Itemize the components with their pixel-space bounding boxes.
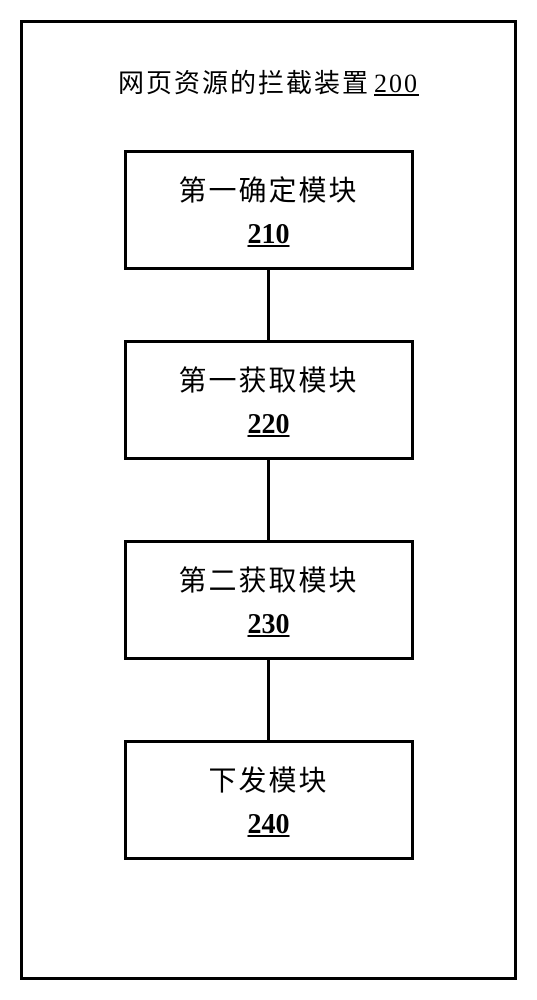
- module-number: 230: [248, 609, 290, 641]
- title-text: 网页资源的拦截装置: [118, 69, 370, 98]
- connector-3: [267, 660, 270, 740]
- module-number: 240: [248, 809, 290, 841]
- module-box-4: 下发模块 240: [124, 740, 414, 860]
- module-number: 210: [248, 219, 290, 251]
- connector-2: [267, 460, 270, 540]
- module-label: 第二获取模块: [178, 559, 358, 599]
- module-box-3: 第二获取模块 230: [124, 540, 414, 660]
- diagram-outer-frame: 网页资源的拦截装置200 第一确定模块 210 第一获取模块 220 第二获取模…: [20, 20, 517, 980]
- connector-1: [267, 270, 270, 340]
- module-number: 220: [248, 409, 290, 441]
- diagram-title: 网页资源的拦截装置200: [23, 63, 514, 100]
- flow-column: 第一确定模块 210 第一获取模块 220 第二获取模块 230 下发模块 24…: [23, 150, 514, 860]
- module-label: 第一确定模块: [178, 169, 358, 209]
- module-label: 第一获取模块: [178, 359, 358, 399]
- module-box-1: 第一确定模块 210: [124, 150, 414, 270]
- title-number: 200: [374, 69, 419, 98]
- module-box-2: 第一获取模块 220: [124, 340, 414, 460]
- module-label: 下发模块: [208, 759, 328, 799]
